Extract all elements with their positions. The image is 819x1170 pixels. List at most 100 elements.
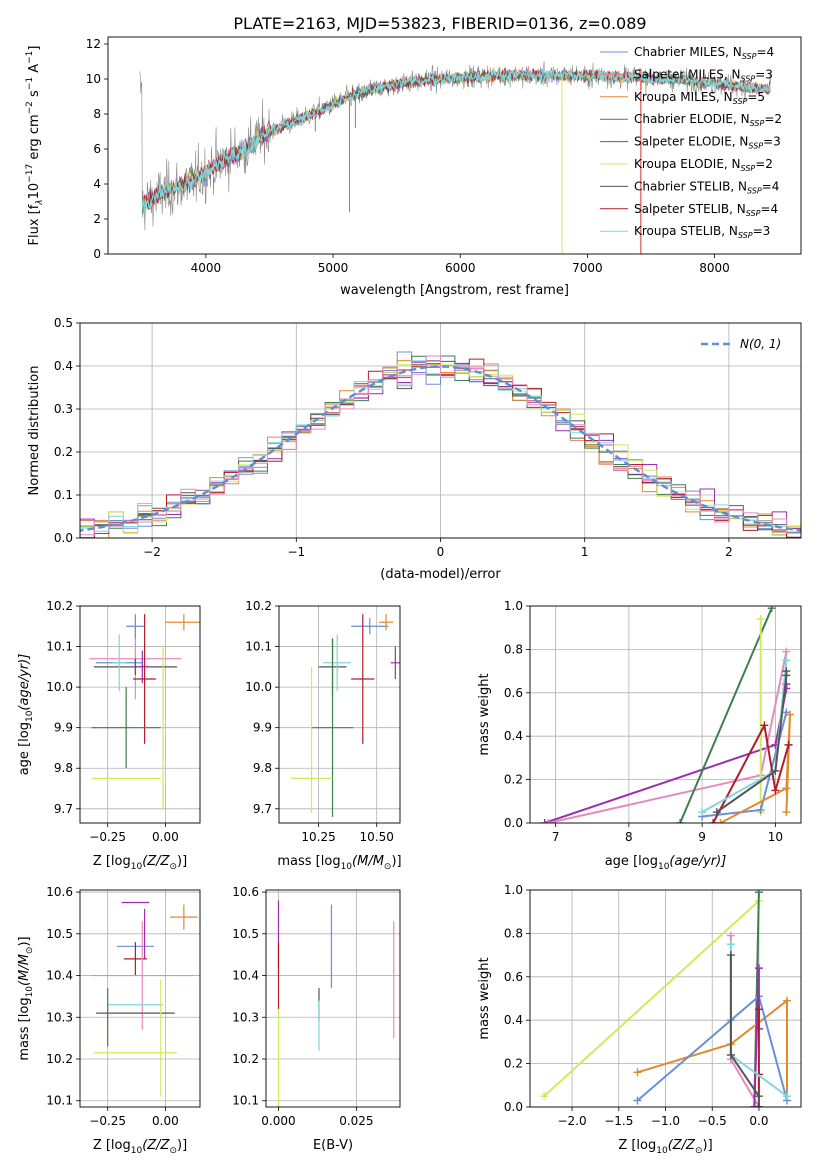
weight_vs_age-x-axis-label-sub: 10 bbox=[658, 862, 670, 872]
x-tick-label: 0.0 bbox=[749, 1114, 768, 1128]
legend-label-sub: SSP bbox=[742, 52, 757, 61]
weight_vs_Z-y-axis-label: mass weight bbox=[477, 957, 492, 1039]
residuals-x-axis-label: (data-model)/error bbox=[380, 567, 501, 582]
weight-point-marker bbox=[760, 721, 769, 730]
x-tick-label: −1.0 bbox=[651, 1114, 680, 1128]
weight-point-marker bbox=[754, 1092, 763, 1101]
legend-label-sub: SSP bbox=[733, 97, 748, 106]
spectrum-x-axis-label: wavelength [Angstrom, rest frame] bbox=[340, 283, 569, 298]
y-tick-label: 4 bbox=[93, 177, 101, 191]
spectrum-model-line bbox=[141, 67, 771, 212]
weight-point-marker bbox=[782, 784, 791, 793]
weight-point-marker bbox=[754, 964, 763, 973]
weight-point-marker bbox=[782, 808, 791, 817]
x-tick-label: 0.00 bbox=[152, 830, 179, 844]
age_vs_mass-x-axis-label-close: )] bbox=[391, 854, 401, 869]
weight-point-marker bbox=[716, 819, 725, 823]
age_vs_Z-x-axis-label-close: )] bbox=[177, 854, 187, 869]
legend-entry-label: Kroupa ELODIE, NSSP=2 bbox=[634, 157, 773, 173]
ylabel-part: ] bbox=[27, 46, 42, 51]
weight_vs_age-x-axis-label-main: age [log bbox=[605, 854, 658, 869]
mass_vs_ebv-points bbox=[277, 900, 395, 1107]
x-tick-label: 8 bbox=[625, 830, 633, 844]
legend-label-value: =4 bbox=[756, 45, 774, 59]
weight-point-marker bbox=[540, 819, 549, 823]
x-tick-label: 8000 bbox=[699, 261, 730, 275]
weight-point-marker bbox=[633, 1068, 642, 1077]
weight-point-marker bbox=[756, 615, 765, 624]
x-tick-label: 0 bbox=[437, 545, 445, 559]
weight-series-line bbox=[679, 607, 773, 823]
x-tick-label: 7000 bbox=[572, 261, 603, 275]
legend-label-value: =5 bbox=[747, 90, 765, 104]
ylabel-part: −1 bbox=[25, 77, 35, 90]
residuals-y-axis-label: Normed distribution bbox=[27, 366, 42, 496]
y-tick-label: 9.8 bbox=[253, 761, 272, 775]
y-tick-label: 9.7 bbox=[253, 802, 272, 816]
y-tick-label: 10.0 bbox=[245, 680, 272, 694]
weight-point-marker bbox=[754, 1103, 763, 1107]
legend-label-text: Chabrier STELIB, N bbox=[634, 179, 747, 193]
axes-spectrum: 4000 5000 6000 7000 8000 0 2 4 6 8 10 12 bbox=[86, 37, 730, 275]
legend-entry-label: Kroupa STELIB, NSSP=3 bbox=[634, 224, 770, 240]
y-tick-label: 6 bbox=[93, 142, 101, 156]
residual-histogram-pink_trace bbox=[80, 355, 801, 538]
y-tick-label: 9.9 bbox=[54, 721, 73, 735]
mass_vs_Z-points bbox=[91, 901, 198, 1097]
age_vs_mass-x-axis-label-sub2: ⊙ bbox=[384, 862, 392, 872]
legend-label-value: =4 bbox=[762, 179, 780, 193]
y-tick-label: 0.0 bbox=[504, 816, 523, 830]
x-tick-label: 10.50 bbox=[360, 830, 394, 844]
y-tick-label: 10.5 bbox=[232, 927, 259, 941]
legend-label-text: Kroupa ELODIE, N bbox=[634, 157, 741, 171]
legend-label-sub: SSP bbox=[750, 119, 765, 128]
legend-label-text: Chabrier ELODIE, N bbox=[634, 112, 750, 126]
weight_vs_age-x-axis-label-rest: (age/yr)] bbox=[669, 854, 726, 869]
y-tick-label: 1.0 bbox=[504, 883, 523, 897]
weight-series-line bbox=[636, 994, 788, 1102]
y-tick-label: 9.7 bbox=[54, 802, 73, 816]
weight-point-marker bbox=[782, 656, 791, 665]
age_vs_mass-x-axis-label: mass [log10(M/M⊙)] bbox=[277, 854, 401, 872]
weight_vs_age-series bbox=[540, 606, 795, 823]
weight-point-marker bbox=[784, 740, 793, 749]
x-tick-label: −1 bbox=[287, 545, 305, 559]
x-tick-label: 5000 bbox=[318, 261, 349, 275]
mass_vs_ebv-x-axis-label: E(B-V) bbox=[313, 1138, 353, 1153]
age_vs_Z-x-axis-label: Z [log10(Z/Z⊙)] bbox=[93, 854, 187, 872]
y-tick-label: 0.4 bbox=[504, 729, 523, 743]
axes-age_vs_Z: −0.25 0.00 9.7 9.8 9.9 10.0 10.1 10.2 bbox=[46, 599, 200, 844]
legend-label-value: =3 bbox=[763, 135, 781, 149]
legend-label-sub: SSP bbox=[741, 164, 756, 173]
weight-point-marker bbox=[726, 940, 735, 949]
weight-point-marker bbox=[782, 1092, 791, 1101]
legend-label-text: Salpeter MILES, N bbox=[634, 67, 741, 81]
mass_vs_Z-y-axis-label-sub2: ⊙ bbox=[25, 947, 35, 955]
weight-point-marker bbox=[767, 606, 776, 613]
weight-point-marker bbox=[756, 805, 765, 814]
x-tick-label: −2.0 bbox=[557, 1114, 586, 1128]
frame-mass_vs_Z bbox=[79, 889, 201, 1108]
legend-label-sub: SSP bbox=[747, 186, 762, 195]
y-tick-label: 0.6 bbox=[504, 686, 523, 700]
age_vs_Z-x-axis-label-main: Z [log bbox=[93, 854, 131, 869]
mass_vs_Z-x-axis-label-rest: (Z/Z bbox=[142, 1138, 170, 1153]
y-tick-label: 10.4 bbox=[46, 969, 73, 983]
legend-label-sub: SSP bbox=[738, 231, 753, 240]
y-tick-label: 10.1 bbox=[46, 1094, 73, 1108]
age_vs_Z-x-axis-label-sub: 10 bbox=[131, 862, 143, 872]
ylabel-part: λ bbox=[35, 199, 45, 205]
legend-label-sub: SSP bbox=[741, 74, 756, 83]
x-tick-label: 10.25 bbox=[301, 830, 335, 844]
weight-point-marker bbox=[750, 1103, 759, 1107]
age_vs_Z-y-axis-label-main: age [log bbox=[17, 722, 32, 775]
y-tick-label: 0.6 bbox=[504, 970, 523, 984]
legend-label-sub: SSP bbox=[746, 209, 761, 218]
weight-point-marker bbox=[544, 819, 553, 823]
mass_vs_Z-y-axis-label-close: )] bbox=[17, 936, 32, 946]
y-tick-label: 10.6 bbox=[46, 885, 73, 899]
frame-age_vs_Z bbox=[79, 605, 201, 824]
weight-point-marker bbox=[726, 951, 735, 960]
y-tick-label: 10.2 bbox=[232, 1052, 259, 1066]
